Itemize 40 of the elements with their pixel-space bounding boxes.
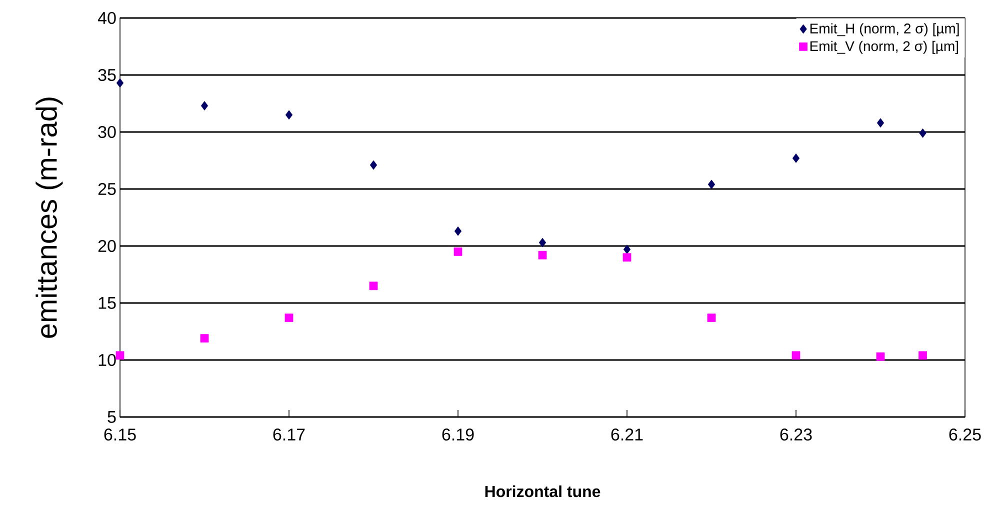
- point: [622, 253, 632, 262]
- point: [708, 180, 716, 190]
- y-tick-label: 35: [98, 68, 116, 82]
- y-tick-label: 30: [98, 126, 116, 138]
- legend-label: Emit_H (norm, 2 σ) [µm]: [810, 23, 959, 36]
- point: [369, 282, 378, 290]
- y-tick-label: 15: [98, 297, 116, 309]
- point: [454, 247, 462, 256]
- point: [707, 314, 716, 322]
- point: [876, 352, 885, 361]
- point: [792, 351, 800, 360]
- point: [200, 101, 208, 110]
- point: [919, 128, 926, 138]
- point: [876, 118, 884, 128]
- x-tick-label: 6.15: [104, 428, 136, 441]
- point: [538, 238, 546, 248]
- point: [116, 351, 124, 360]
- y-tick-label: 10: [98, 354, 116, 366]
- y-tick-label: 25: [98, 182, 116, 196]
- x-tick-label: 6.25: [949, 428, 981, 441]
- x-tick-label: 6.19: [442, 428, 474, 441]
- x-tick-label: 6.23: [780, 428, 812, 441]
- point: [200, 334, 209, 343]
- x-tick-label: 6.17: [273, 428, 305, 441]
- y-axis-title: emittances (m-rad): [36, 98, 63, 338]
- x-tick-label: 6.21: [611, 428, 643, 441]
- point: [285, 110, 293, 120]
- y-tick-label: 5: [108, 411, 116, 423]
- point: [918, 351, 927, 360]
- point: [116, 78, 124, 88]
- point: [370, 160, 378, 170]
- x-axis-title: Horizontal tune: [485, 485, 600, 498]
- y-tick-label: 40: [98, 12, 116, 24]
- point: [538, 250, 547, 260]
- y-tick-label: 20: [98, 240, 116, 252]
- point: [454, 226, 462, 236]
- point: [623, 244, 631, 254]
- point: [284, 314, 294, 322]
- legend-label: Emit_V (norm, 2 σ) [µm]: [810, 40, 958, 54]
- point: [792, 154, 800, 163]
